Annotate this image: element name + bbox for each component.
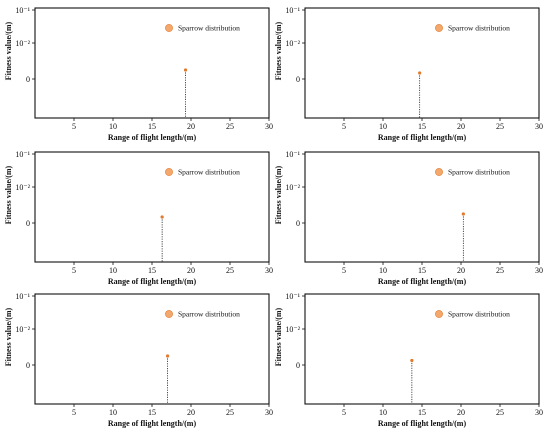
y-tick-label: 10⁻² (285, 183, 300, 192)
x-tick-label: 5 (72, 122, 76, 131)
x-tick-label: 5 (342, 408, 346, 417)
chart-panel-6: 10⁻¹ 10⁻² 0 5 10 15 20 25 30 Range of flight leng… (274, 292, 543, 428)
x-tick-label: 20 (457, 408, 465, 417)
y-tick-label: 0 (26, 361, 30, 370)
legend-label: Sparrow distribution (448, 168, 510, 177)
y-tick-label: 10⁻² (15, 39, 30, 48)
legend-label: Sparrow distribution (448, 24, 510, 33)
data-point (160, 215, 164, 219)
x-tick-label: 15 (418, 266, 426, 275)
y-tick-label: 10⁻² (15, 183, 30, 192)
x-tick-label: 20 (187, 408, 195, 417)
x-tick-label: 5 (72, 266, 76, 275)
x-tick-label: 20 (187, 122, 195, 131)
legend-marker (165, 310, 173, 318)
y-axis-label: Fitness value/(m) (4, 21, 13, 80)
y-tick-label: 0 (26, 219, 30, 228)
x-tick-label: 15 (148, 122, 156, 131)
x-tick-label: 15 (418, 122, 426, 131)
x-tick-label: 5 (342, 266, 346, 275)
legend-marker (435, 168, 443, 176)
x-tick-label: 25 (226, 408, 234, 417)
legend-label: Sparrow distribution (178, 24, 240, 33)
x-tick-label: 20 (457, 266, 465, 275)
x-tick-label: 30 (265, 408, 273, 417)
x-tick-label: 30 (265, 122, 273, 131)
data-point (461, 212, 465, 216)
x-tick-label: 10 (109, 408, 117, 417)
chart-panel-5: 10⁻¹ 10⁻² 0 5 10 15 20 25 30 Range of flight leng… (4, 292, 273, 428)
data-point (166, 354, 170, 358)
x-tick-label: 10 (109, 122, 117, 131)
y-tick-label: 10⁻² (285, 39, 300, 48)
y-tick-label: 0 (296, 361, 300, 370)
chart-panel-2: 10⁻¹ 10⁻² 0 5 10 15 20 25 30 Range of flight leng… (274, 6, 543, 142)
y-tick-label: 0 (296, 219, 300, 228)
x-tick-label: 30 (265, 266, 273, 275)
x-tick-label: 25 (496, 408, 504, 417)
x-tick-label: 5 (342, 122, 346, 131)
chart-panel-3: 10⁻¹ 10⁻² 0 5 10 15 20 25 30 Range of flight leng… (4, 150, 273, 286)
y-tick-label: 10⁻² (285, 325, 300, 334)
x-axis-label: Range of flight length/(m) (108, 277, 197, 286)
legend-marker (165, 24, 173, 32)
chart-panel-4: 10⁻¹ 10⁻² 0 5 10 15 20 25 30 Range of flight leng… (274, 150, 543, 286)
y-tick-label: 10⁻¹ (285, 150, 300, 159)
y-tick-label: 0 (26, 75, 30, 84)
x-tick-label: 15 (148, 266, 156, 275)
y-axis-label: Fitness value/(m) (4, 165, 13, 224)
legend-label: Sparrow distribution (448, 310, 510, 319)
y-tick-label: 10⁻¹ (15, 6, 30, 15)
x-tick-label: 10 (109, 266, 117, 275)
x-axis-label: Range of flight length/(m) (108, 419, 197, 428)
x-tick-label: 30 (535, 122, 543, 131)
legend-marker (165, 168, 173, 176)
x-tick-label: 25 (226, 122, 234, 131)
data-point (410, 358, 414, 363)
x-tick-label: 15 (148, 408, 156, 417)
data-point (183, 68, 188, 72)
y-axis-label: Fitness value/(m) (4, 307, 13, 366)
y-tick-label: 10⁻¹ (15, 150, 30, 159)
data-point (418, 71, 422, 75)
x-tick-label: 15 (418, 408, 426, 417)
x-axis-label: Range of flight length/(m) (378, 419, 467, 428)
y-tick-label: 10⁻¹ (285, 292, 300, 301)
x-tick-label: 5 (72, 408, 76, 417)
x-axis-label: Range of flight length/(m) (378, 133, 467, 142)
x-tick-label: 10 (379, 266, 387, 275)
y-axis-label: Fitness value/(m) (274, 165, 283, 224)
x-tick-label: 30 (535, 408, 543, 417)
x-tick-label: 10 (379, 122, 387, 131)
y-tick-label: 10⁻¹ (15, 292, 30, 301)
legend-label: Sparrow distribution (178, 310, 240, 319)
x-tick-label: 25 (496, 266, 504, 275)
x-tick-label: 20 (457, 122, 465, 131)
x-tick-label: 30 (535, 266, 543, 275)
x-tick-label: 10 (379, 408, 387, 417)
legend-marker (435, 24, 443, 32)
x-axis-label: Range of flight length/(m) (378, 277, 467, 286)
x-axis-label: Range of flight length/(m) (108, 133, 197, 142)
legend-marker (435, 310, 443, 318)
y-tick-label: 10⁻¹ (285, 6, 300, 15)
chart-panel-1: 10⁻¹ 10⁻² 0 5 10 15 20 25 30 Range of flight leng… (4, 6, 273, 142)
x-tick-label: 25 (226, 266, 234, 275)
x-tick-label: 20 (187, 266, 195, 275)
y-tick-label: 10⁻² (15, 325, 30, 334)
legend-label: Sparrow distribution (178, 168, 240, 177)
y-tick-label: 0 (296, 75, 300, 84)
y-axis-label: Fitness value/(m) (274, 307, 283, 366)
x-tick-label: 25 (496, 122, 504, 131)
y-axis-label: Fitness value/(m) (274, 21, 283, 80)
